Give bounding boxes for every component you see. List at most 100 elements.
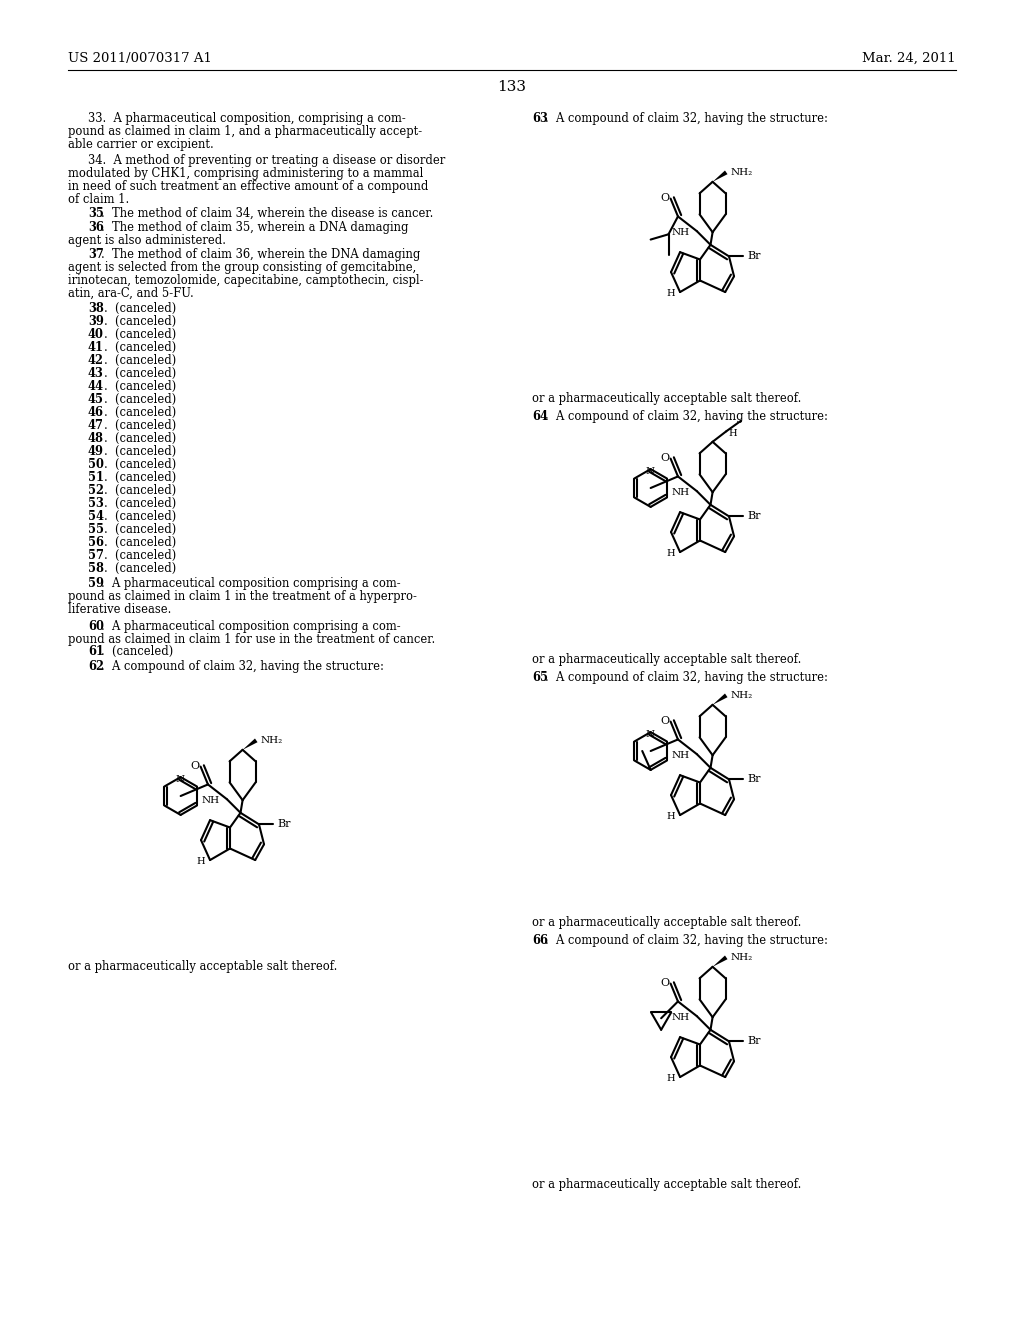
Text: 37: 37	[88, 248, 103, 261]
Text: 62: 62	[88, 660, 103, 673]
Text: able carrier or excipient.: able carrier or excipient.	[68, 139, 214, 150]
Text: H: H	[667, 549, 676, 557]
Text: 56: 56	[88, 536, 104, 549]
Text: pound as claimed in claim 1, and a pharmaceutically accept-: pound as claimed in claim 1, and a pharm…	[68, 125, 422, 139]
Text: 64: 64	[532, 411, 548, 422]
Text: NH: NH	[672, 751, 690, 759]
Text: 53: 53	[88, 498, 103, 510]
Text: Br: Br	[278, 820, 291, 829]
Text: 38: 38	[88, 302, 103, 315]
Text: O: O	[660, 715, 669, 726]
Text: .  The method of claim 36, wherein the DNA damaging: . The method of claim 36, wherein the DN…	[101, 248, 421, 261]
Text: .  A compound of claim 32, having the structure:: . A compound of claim 32, having the str…	[545, 935, 827, 946]
Text: 51: 51	[88, 471, 104, 484]
Text: .  (canceled): . (canceled)	[104, 445, 176, 458]
Text: Br: Br	[748, 511, 761, 521]
Text: 36: 36	[88, 220, 103, 234]
Text: .  (canceled): . (canceled)	[104, 549, 176, 562]
Polygon shape	[713, 170, 727, 182]
Text: or a pharmaceutically acceptable salt thereof.: or a pharmaceutically acceptable salt th…	[532, 653, 802, 667]
Polygon shape	[713, 956, 727, 966]
Text: or a pharmaceutically acceptable salt thereof.: or a pharmaceutically acceptable salt th…	[532, 1177, 802, 1191]
Text: or a pharmaceutically acceptable salt thereof.: or a pharmaceutically acceptable salt th…	[532, 916, 802, 929]
Text: 40: 40	[88, 327, 103, 341]
Text: 57: 57	[88, 549, 104, 562]
Text: .  A pharmaceutical composition comprising a com-: . A pharmaceutical composition comprisin…	[101, 577, 400, 590]
Text: NH: NH	[672, 487, 690, 496]
Text: 35: 35	[88, 207, 103, 220]
Text: 46: 46	[88, 407, 104, 418]
Text: Br: Br	[748, 1036, 761, 1047]
Text: .  (canceled): . (canceled)	[104, 484, 176, 498]
Text: Mar. 24, 2011: Mar. 24, 2011	[862, 51, 956, 65]
Text: .  (canceled): . (canceled)	[104, 510, 176, 523]
Text: .  A compound of claim 32, having the structure:: . A compound of claim 32, having the str…	[545, 411, 827, 422]
Text: 61: 61	[88, 645, 104, 657]
Text: 45: 45	[88, 393, 104, 407]
Text: 48: 48	[88, 432, 104, 445]
Text: .  (canceled): . (canceled)	[104, 354, 176, 367]
Text: NH₂: NH₂	[730, 168, 753, 177]
Polygon shape	[243, 738, 257, 750]
Text: .  (canceled): . (canceled)	[104, 367, 176, 380]
Text: O: O	[660, 453, 669, 462]
Text: 59: 59	[88, 577, 104, 590]
Text: liferative disease.: liferative disease.	[68, 603, 171, 616]
Text: agent is selected from the group consisting of gemcitabine,: agent is selected from the group consist…	[68, 261, 416, 275]
Text: NH₂: NH₂	[260, 735, 283, 744]
Text: 39: 39	[88, 315, 103, 327]
Text: of claim 1.: of claim 1.	[68, 193, 129, 206]
Text: .  (canceled): . (canceled)	[104, 498, 176, 510]
Text: 54: 54	[88, 510, 104, 523]
Text: Br: Br	[748, 251, 761, 261]
Text: .  (canceled): . (canceled)	[104, 302, 176, 315]
Text: atin, ara-C, and 5-FU.: atin, ara-C, and 5-FU.	[68, 286, 194, 300]
Text: H: H	[667, 1073, 676, 1082]
Text: .  The method of claim 34, wherein the disease is cancer.: . The method of claim 34, wherein the di…	[101, 207, 433, 220]
Text: 41: 41	[88, 341, 104, 354]
Text: 52: 52	[88, 484, 103, 498]
Text: NH: NH	[672, 1012, 690, 1022]
Text: .  A compound of claim 32, having the structure:: . A compound of claim 32, having the str…	[545, 112, 827, 125]
Text: 65: 65	[532, 671, 548, 684]
Text: 58: 58	[88, 562, 104, 576]
Text: H: H	[728, 429, 737, 438]
Text: O: O	[660, 193, 669, 202]
Text: .  (canceled): . (canceled)	[104, 562, 176, 576]
Text: 49: 49	[88, 445, 104, 458]
Text: .  (canceled): . (canceled)	[104, 327, 176, 341]
Text: 55: 55	[88, 523, 104, 536]
Text: .  (canceled): . (canceled)	[104, 407, 176, 418]
Text: 43: 43	[88, 367, 103, 380]
Text: H: H	[667, 289, 676, 297]
Text: in need of such treatment an effective amount of a compound: in need of such treatment an effective a…	[68, 180, 428, 193]
Text: .  (canceled): . (canceled)	[104, 315, 176, 327]
Text: N: N	[645, 730, 654, 739]
Text: 63: 63	[532, 112, 548, 125]
Text: 42: 42	[88, 354, 103, 367]
Text: NH: NH	[202, 796, 220, 805]
Text: NH₂: NH₂	[730, 690, 753, 700]
Text: pound as claimed in claim 1 in the treatment of a hyperpro-: pound as claimed in claim 1 in the treat…	[68, 590, 417, 603]
Text: 60: 60	[88, 620, 103, 634]
Text: .  (canceled): . (canceled)	[104, 341, 176, 354]
Polygon shape	[713, 693, 727, 705]
Text: N: N	[175, 775, 184, 784]
Text: 133: 133	[498, 81, 526, 94]
Text: 44: 44	[88, 380, 104, 393]
Text: .  A compound of claim 32, having the structure:: . A compound of claim 32, having the str…	[101, 660, 384, 673]
Text: US 2011/0070317 A1: US 2011/0070317 A1	[68, 51, 212, 65]
Text: .  (canceled): . (canceled)	[104, 393, 176, 407]
Text: .  (canceled): . (canceled)	[104, 536, 176, 549]
Text: O: O	[660, 978, 669, 987]
Text: .  A compound of claim 32, having the structure:: . A compound of claim 32, having the str…	[545, 671, 827, 684]
Text: 33.  A pharmaceutical composition, comprising a com-: 33. A pharmaceutical composition, compri…	[88, 112, 406, 125]
Text: irinotecan, temozolomide, capecitabine, camptothecin, cispl-: irinotecan, temozolomide, capecitabine, …	[68, 275, 424, 286]
Text: pound as claimed in claim 1 for use in the treatment of cancer.: pound as claimed in claim 1 for use in t…	[68, 634, 435, 645]
Text: agent is also administered.: agent is also administered.	[68, 234, 226, 247]
Text: or a pharmaceutically acceptable salt thereof.: or a pharmaceutically acceptable salt th…	[532, 392, 802, 405]
Text: H: H	[197, 857, 206, 866]
Text: .  (canceled): . (canceled)	[104, 471, 176, 484]
Text: .  A pharmaceutical composition comprising a com-: . A pharmaceutical composition comprisin…	[101, 620, 400, 634]
Text: NH₂: NH₂	[730, 953, 753, 962]
